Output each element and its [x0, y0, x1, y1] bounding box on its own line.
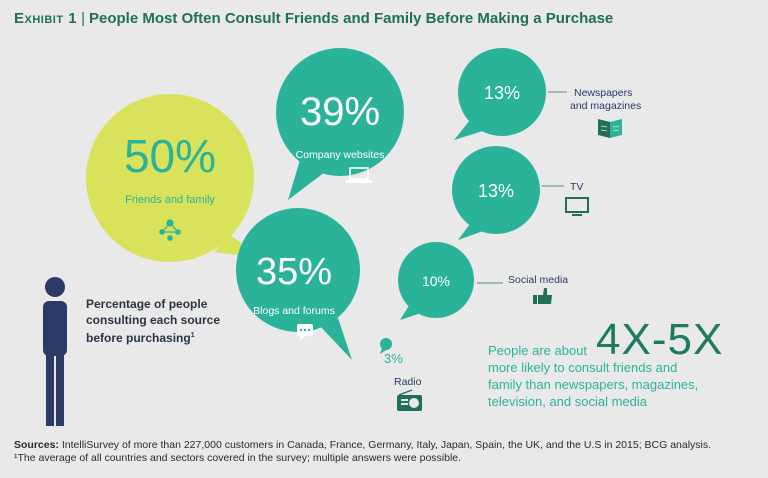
chart-title: People Most Often Consult Friends and Fa… [88, 10, 614, 27]
bubble-blogs-and-forums: 35% Blogs and forums [236, 208, 360, 360]
stat-line-2: more likely to consult friends and [488, 360, 678, 375]
newspapers-label-line2: and magazines [570, 100, 641, 112]
header-divider: | [81, 10, 85, 27]
social-media-label: Social media [508, 274, 568, 286]
bubble-value: 10% [422, 273, 450, 289]
bubble-value: 13% [478, 181, 514, 201]
bubble-tail [380, 348, 386, 354]
bubble-shape [458, 48, 546, 136]
bubble-friends-and-family: 50% Friends and family [86, 94, 262, 262]
radio-icon [397, 389, 422, 411]
bubble-value: 13% [484, 83, 520, 103]
bubble-shape [236, 208, 360, 332]
people-network-icon [159, 219, 181, 241]
chat-bubble-icon [297, 324, 313, 341]
bubble-tail [320, 318, 352, 360]
radio-value: 3% [384, 351, 403, 366]
bubble-radio [380, 338, 392, 354]
footnote-mark: 1 [190, 332, 195, 339]
bubble-company-websites: 39% Company websites [276, 48, 404, 200]
laptop-icon [346, 167, 372, 183]
radio-label: Radio [394, 376, 422, 388]
bubble-social-media: 10% [398, 242, 474, 320]
sources-label: Sources: [14, 439, 59, 451]
bubble-value: 35% [256, 251, 332, 293]
tv-icon [565, 197, 589, 216]
bubble-shape [452, 146, 540, 234]
percentage-note: Percentage of people consulting each sou… [86, 296, 224, 346]
bubble-tv: 13% [452, 146, 540, 240]
bubble-shape [86, 94, 254, 262]
bubble-tail [458, 224, 486, 240]
sources-line: Sources: IntelliSurvey of more than 227,… [14, 439, 758, 452]
note-text: Percentage of people consulting each sou… [86, 297, 221, 345]
thumbs-up-icon [533, 288, 552, 304]
tv-label: TV [570, 181, 583, 193]
exhibit-label: Exhibit 1 [14, 10, 78, 27]
person-figure-icon [43, 277, 67, 426]
bubble-value: 39% [300, 90, 380, 134]
stat-callout: 4X-5X People are about more likely to co… [488, 315, 738, 410]
newspapers-label-line1: Newspapers [574, 87, 632, 99]
footnote-text: ¹The average of all countries and sector… [14, 452, 462, 464]
stat-line-4: television, and social media [488, 394, 647, 409]
bubble-shape [398, 242, 474, 318]
bubble-newspapers: 13% [454, 48, 546, 140]
bubble-label: Company websites [296, 149, 385, 161]
footer: Sources: IntelliSurvey of more than 227,… [14, 439, 758, 465]
bubble-label: Friends and family [125, 194, 215, 206]
stat-big-number: 4X-5X [596, 315, 724, 364]
open-book-icon [598, 119, 622, 138]
stat-line-1: People are about [488, 343, 588, 358]
bubble-label: Blogs and forums [253, 305, 335, 317]
bubble-tail [288, 160, 325, 200]
stat-line-3: family than newspapers, magazines, [488, 377, 699, 392]
bubble-shape [276, 48, 404, 176]
bubble-value: 50% [124, 130, 216, 182]
exhibit-header: Exhibit 1 | People Most Often Consult Frie… [14, 10, 613, 27]
bubble-shape [380, 338, 392, 350]
bubble-tail [454, 120, 486, 140]
bubble-tail [400, 304, 424, 320]
sources-text: IntelliSurvey of more than 227,000 custo… [61, 439, 712, 451]
